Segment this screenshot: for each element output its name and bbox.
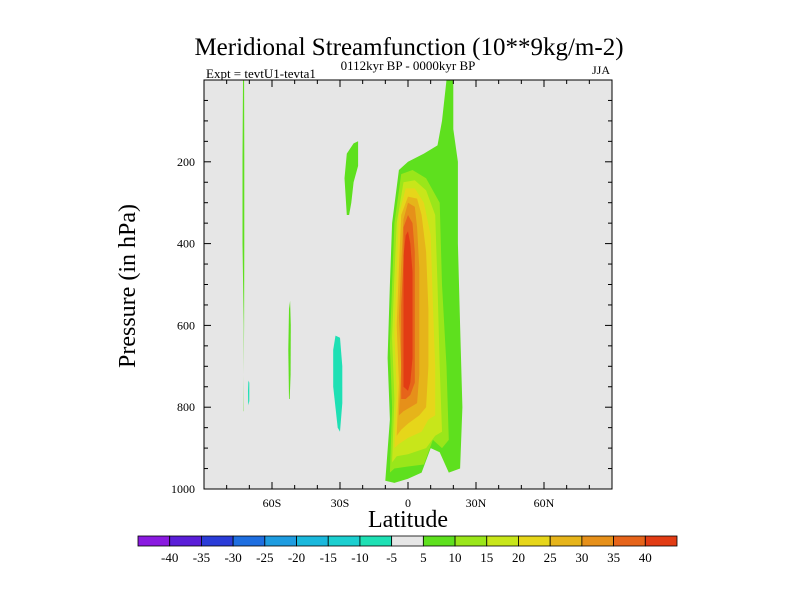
colorbar-label--30: -30: [224, 550, 241, 565]
contour-level--5-12: [248, 380, 250, 406]
y-tick-label-1000: 1000: [171, 482, 195, 496]
contour-level--5-11: [333, 335, 343, 432]
colorbar: -40 -35 -30 -25 -20 -15 -10 -5 5 10 15 20 25 30 35 40: [137, 535, 678, 565]
x-tick-label-30N: 30N: [466, 496, 487, 510]
colorbar-swatch-5: [296, 535, 329, 547]
colorbar-swatch-14: [581, 535, 614, 547]
colorbar-label-15: 15: [480, 550, 493, 565]
colorbar-swatch-10: [454, 535, 488, 547]
y-tick-label-800: 800: [177, 400, 195, 414]
colorbar-swatch-0: [137, 535, 171, 547]
colorbar-swatch-16: [644, 535, 678, 547]
contour-level-5-10: [288, 300, 291, 399]
x-tick-label-60N: 60N: [534, 496, 555, 510]
x-tick-label-60S: 60S: [263, 496, 282, 510]
colorbar-swatch-6: [327, 535, 361, 547]
colorbar-swatch-15: [613, 535, 646, 547]
colorbar-swatch-1: [169, 535, 202, 547]
contour-level-5-8: [344, 141, 359, 215]
colorbar-swatch-4: [264, 535, 297, 547]
colorbar-label-30: 30: [575, 550, 588, 565]
y-tick-label-600: 600: [177, 318, 195, 332]
plot-area: 60S 30S 0 30N 60N 200 400 600 800 1000: [171, 79, 613, 510]
x-tick-label-30S: 30S: [331, 496, 350, 510]
colorbar-swatch-11: [486, 535, 519, 547]
tick-layer: 60S 30S 0 30N 60N 200 400 600 800 1000: [171, 79, 613, 510]
colorbar-label--35: -35: [193, 550, 210, 565]
contour-level-5-9: [242, 80, 245, 412]
colorbar-swatch-12: [518, 535, 551, 547]
colorbar-label-10: 10: [449, 550, 462, 565]
colorbar-swatch-8: [391, 535, 424, 547]
colorbar-label-20: 20: [512, 550, 525, 565]
chart-subtitle-right: JJA: [592, 63, 610, 77]
colorbar-label--40: -40: [161, 550, 178, 565]
y-axis-label: Pressure (in hPa): [115, 204, 141, 368]
colorbar-label--20: -20: [288, 550, 305, 565]
colorbar-label-35: 35: [607, 550, 620, 565]
colorbar-label-5: 5: [420, 550, 427, 565]
colorbar-swatch-13: [549, 535, 583, 547]
colorbar-swatch-7: [359, 535, 393, 547]
colorbar-swatch-3: [232, 535, 266, 547]
colorbar-label--15: -15: [320, 550, 337, 565]
y-tick-label-400: 400: [177, 237, 195, 251]
colorbar-label-40: 40: [639, 550, 652, 565]
colorbar-label-25: 25: [544, 550, 557, 565]
x-axis-label: Latitude: [368, 507, 448, 533]
colorbar-swatch-9: [422, 535, 456, 547]
x-tick-label-0: 0: [405, 496, 411, 510]
colorbar-label--10: -10: [351, 550, 368, 565]
chart-title: Meridional Streamfunction (10**9kg/m-2): [194, 34, 623, 61]
colorbar-swatch-2: [201, 535, 234, 547]
chart-subtitle-left: Expt = tevtU1-tevta1: [206, 66, 316, 81]
colorbar-label--25: -25: [256, 550, 273, 565]
colorbar-label--5: -5: [386, 550, 397, 565]
y-tick-label-200: 200: [177, 155, 195, 169]
chart-subtitle-center: 0112kyr BP - 0000kyr BP: [341, 58, 476, 73]
contour-level-40-7: [403, 231, 413, 391]
contour-layer: [242, 80, 463, 483]
